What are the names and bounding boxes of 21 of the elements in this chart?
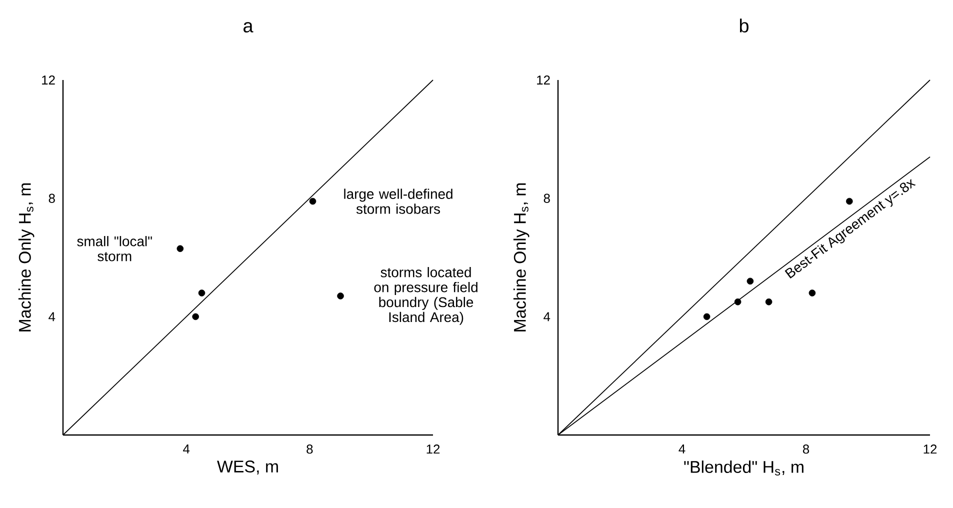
chart-title: a bbox=[244, 22, 254, 32]
y-tick-label: 12 bbox=[42, 75, 55, 85]
y-tick-label: 4 bbox=[544, 312, 550, 322]
annotation: large well-defined storm isobars bbox=[344, 188, 452, 214]
x-tick-label: 8 bbox=[306, 444, 313, 454]
y-axis-title: Machine Only H$_{s}$, m bbox=[18, 183, 34, 332]
y-tick-label: 8 bbox=[544, 194, 550, 203]
x-tick-label: 12 bbox=[924, 444, 937, 454]
y-tick-label: 4 bbox=[48, 312, 56, 322]
chart-title: b bbox=[740, 18, 748, 32]
x-axis-title: "Blended" H$_{s}$, m bbox=[684, 460, 804, 476]
y-tick-label: 12 bbox=[537, 75, 550, 85]
y-tick-label: 8 bbox=[48, 194, 55, 203]
x-tick-label: 8 bbox=[802, 444, 810, 454]
annotation: storms located on pressure field boundry (Sable Island Area) bbox=[374, 267, 478, 325]
x-tick-label: 4 bbox=[678, 444, 686, 454]
annotation: small "local" storm bbox=[77, 236, 152, 262]
x-tick-label: 12 bbox=[426, 444, 440, 454]
y-axis-title: Machine Only H$_{s}$, m bbox=[513, 183, 530, 332]
x-tick-label: 4 bbox=[183, 444, 190, 454]
x-axis-title: WES, m bbox=[217, 460, 278, 475]
